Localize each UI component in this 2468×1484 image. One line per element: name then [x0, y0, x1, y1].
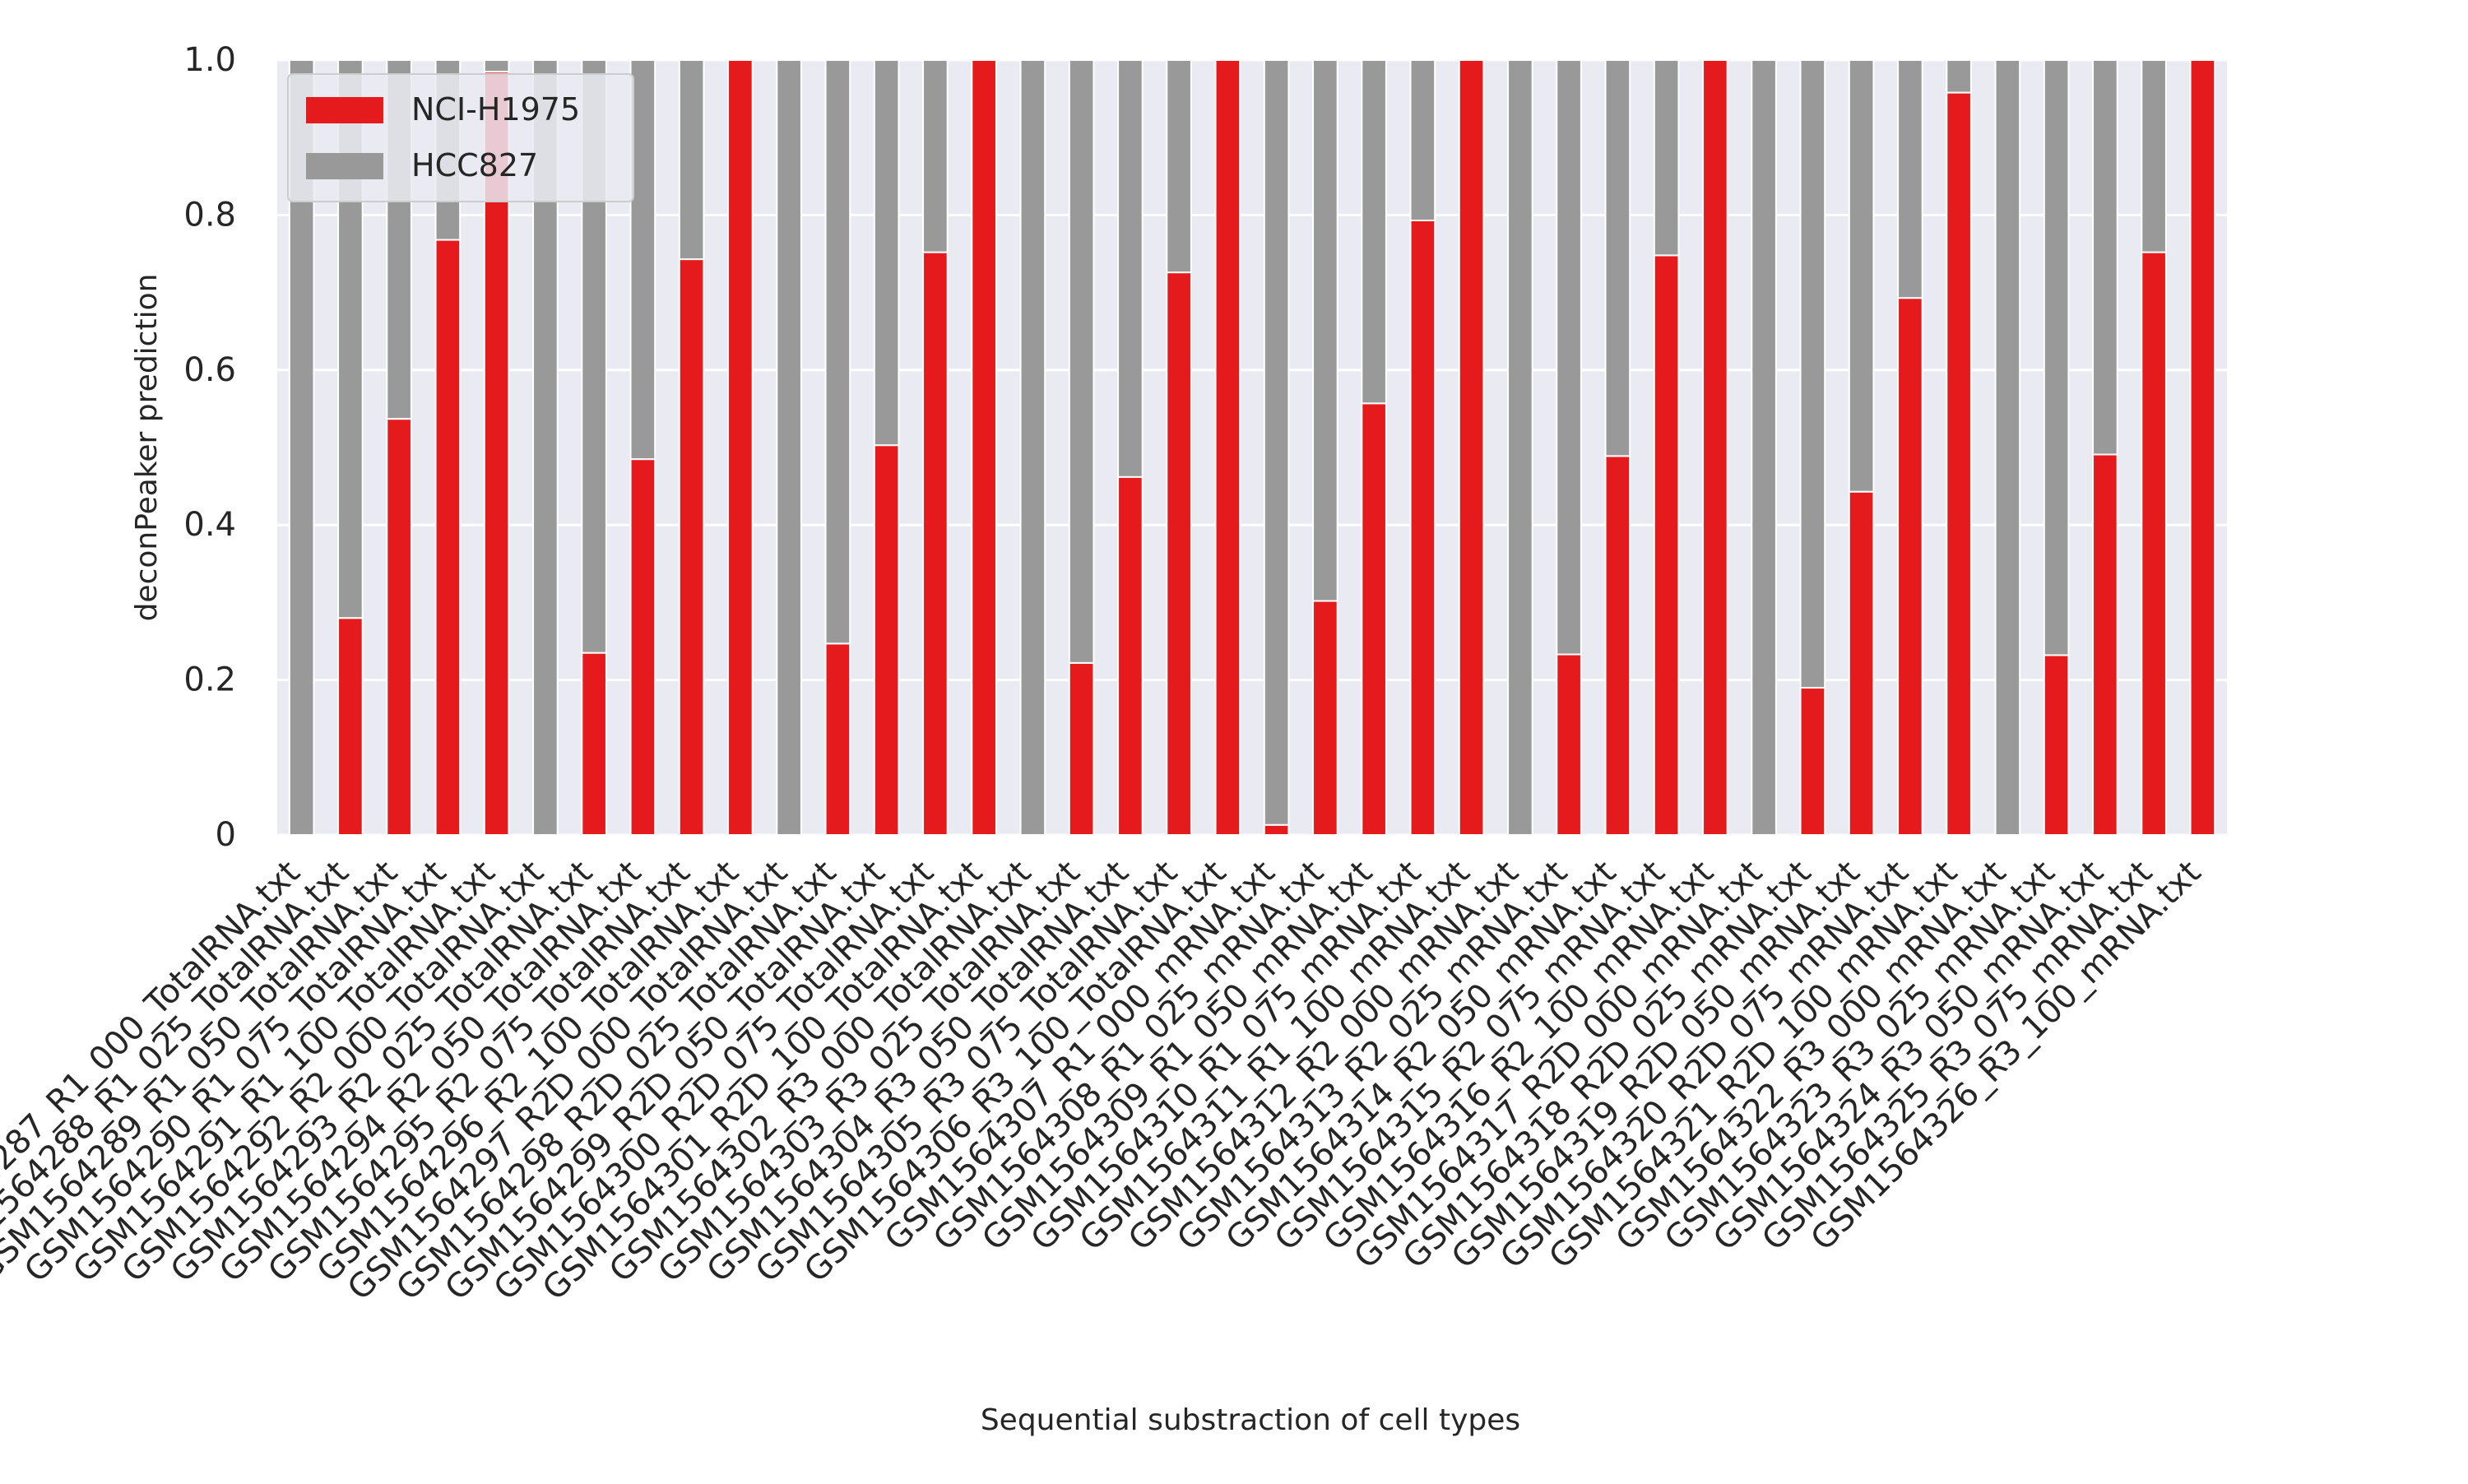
- bar-nci-h1975: [1068, 661, 1095, 836]
- bar-nci-h1975: [873, 444, 900, 836]
- bar-nci-h1975: [1117, 475, 1144, 837]
- bar-hcc827: [1897, 59, 1923, 299]
- y-tick-label: 0.6: [183, 351, 236, 389]
- bar-nci-h1975: [1166, 271, 1192, 837]
- bar-hcc827: [1507, 59, 1533, 836]
- bar-nci-h1975: [2141, 251, 2167, 836]
- legend-swatch-nci-h1975: [306, 97, 383, 123]
- bar-hcc827: [2043, 59, 2070, 656]
- bar-hcc827: [629, 59, 656, 461]
- y-tick-label: 0: [216, 816, 236, 854]
- bar-nci-h1975: [1799, 687, 1826, 837]
- x-axis-ticks: GSM1564287_R1_000_TotalRNA.txtGSM1564288…: [0, 854, 2208, 1308]
- bar-nci-h1975: [1653, 254, 1680, 837]
- bar-hcc827: [1409, 59, 1436, 221]
- bar-nci-h1975: [386, 418, 412, 836]
- bar-nci-h1975: [1409, 219, 1436, 836]
- bar-nci-h1975: [2092, 453, 2118, 837]
- y-tick-label: 0.4: [183, 506, 236, 544]
- bar-nci-h1975: [1604, 455, 1631, 836]
- y-axis-label: deconPeaker prediction: [130, 274, 164, 622]
- legend: NCI-H1975 HCC827: [287, 73, 634, 202]
- bar-hcc827: [678, 59, 705, 261]
- bar-hcc827: [1312, 59, 1338, 602]
- bar-hcc827: [1751, 59, 1777, 836]
- bar-nci-h1975: [1361, 402, 1387, 836]
- bar-hcc827: [1361, 59, 1387, 405]
- bar-hcc827: [776, 59, 802, 836]
- bar-hcc827: [1263, 59, 1290, 826]
- bar-nci-h1975: [1897, 297, 1923, 837]
- bar-hcc827: [2092, 59, 2118, 456]
- bar-nci-h1975: [2189, 59, 2216, 836]
- bar-nci-h1975: [1702, 59, 1728, 836]
- bar-nci-h1975: [1263, 823, 1290, 837]
- bar-hcc827: [824, 59, 851, 645]
- bar-nci-h1975: [629, 458, 656, 836]
- bar-nci-h1975: [1946, 91, 1972, 836]
- bar-nci-h1975: [824, 642, 851, 836]
- bar-hcc827: [2141, 59, 2167, 253]
- bar-hcc827: [1946, 59, 1972, 94]
- y-tick-label: 1.0: [183, 41, 236, 79]
- bar-nci-h1975: [922, 251, 949, 836]
- legend-swatch-hcc827: [306, 153, 383, 179]
- bar-hcc827: [1604, 59, 1631, 457]
- bar-hcc827: [1117, 59, 1144, 478]
- bar-nci-h1975: [581, 652, 607, 836]
- legend-label-nci-h1975: NCI-H1975: [411, 91, 580, 128]
- bar-hcc827: [1166, 59, 1192, 274]
- bar-nci-h1975: [1458, 59, 1485, 836]
- bar-hcc827: [1799, 59, 1826, 689]
- bar-nci-h1975: [1556, 653, 1582, 836]
- bar-nci-h1975: [1848, 490, 1875, 836]
- bar-hcc827: [483, 59, 510, 73]
- bar-hcc827: [1556, 59, 1582, 656]
- bar-hcc827: [922, 59, 949, 253]
- bar-hcc827: [1994, 59, 2021, 836]
- legend-label-hcc827: HCC827: [411, 147, 538, 183]
- bar-hcc827: [873, 59, 900, 447]
- y-axis-ticks: 0 0.2 0.4 0.6 0.8 1.0: [183, 41, 236, 854]
- bar-nci-h1975: [434, 239, 462, 836]
- bar-hcc827: [1653, 59, 1680, 257]
- bar-nci-h1975: [727, 59, 754, 836]
- bar-hcc827: [1068, 59, 1095, 664]
- bar-nci-h1975: [678, 258, 705, 836]
- bar-hcc827: [1848, 59, 1875, 493]
- x-axis-label: Sequential substraction of cell types: [981, 1403, 1520, 1437]
- y-tick-label: 0.2: [183, 661, 236, 699]
- bar-nci-h1975: [971, 59, 997, 836]
- bar-hcc827: [1019, 59, 1046, 836]
- bar-nci-h1975: [2043, 654, 2070, 836]
- bar-nci-h1975: [337, 617, 364, 836]
- bar-nci-h1975: [1214, 59, 1241, 836]
- y-tick-label: 0.8: [183, 196, 236, 234]
- bars: [288, 59, 2216, 837]
- bar-nci-h1975: [1312, 600, 1338, 836]
